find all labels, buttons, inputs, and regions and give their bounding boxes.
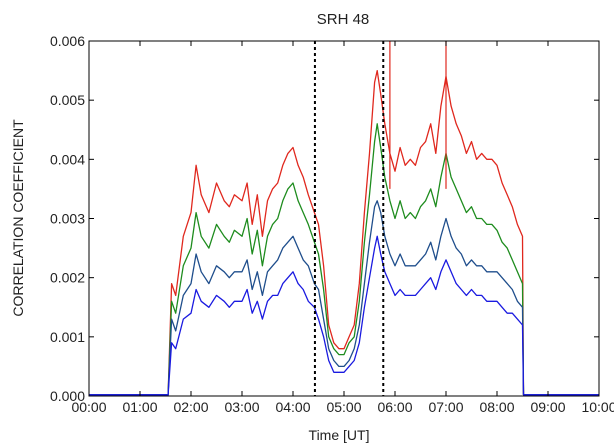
x-tick-label: 03:00 xyxy=(224,399,259,415)
chart-title: SRH 48 xyxy=(317,11,370,28)
x-tick-label: 00:00 xyxy=(71,399,106,415)
series-line-4 xyxy=(89,235,599,396)
y-axis-label: CORRELATION COEFFICIENT xyxy=(10,119,26,317)
y-tick-label: 0.005 xyxy=(50,92,85,108)
y-tick-label: 0.000 xyxy=(50,388,85,404)
series-line-3 xyxy=(89,200,599,396)
x-tick-label: 08:00 xyxy=(479,399,514,415)
x-tick-label: 04:00 xyxy=(275,399,310,415)
tick-layer: 00:00 01:00 02:00 03:00 04:00 05:00 06:00 07:00… xyxy=(50,33,614,415)
marker-layer xyxy=(313,41,385,396)
x-tick-label: 09:00 xyxy=(530,399,565,415)
x-axis-label: Time [UT] xyxy=(309,427,370,443)
series-layer xyxy=(89,41,599,396)
y-tick-label: 0.006 xyxy=(50,33,85,49)
series-line-2 xyxy=(89,123,599,396)
y-tick-label: 0.002 xyxy=(50,270,85,286)
x-tick-label: 05:00 xyxy=(326,399,361,415)
x-tick-label: 10:00 xyxy=(581,399,614,415)
x-tick-label: 02:00 xyxy=(173,399,208,415)
x-tick-label: 07:00 xyxy=(428,399,463,415)
y-tick-label: 0.003 xyxy=(50,211,85,227)
y-tick-label: 0.001 xyxy=(50,329,85,345)
y-tick-label: 0.004 xyxy=(50,151,85,167)
series-line-1 xyxy=(89,69,599,396)
x-tick-label: 01:00 xyxy=(122,399,157,415)
x-tick-label: 06:00 xyxy=(377,399,412,415)
